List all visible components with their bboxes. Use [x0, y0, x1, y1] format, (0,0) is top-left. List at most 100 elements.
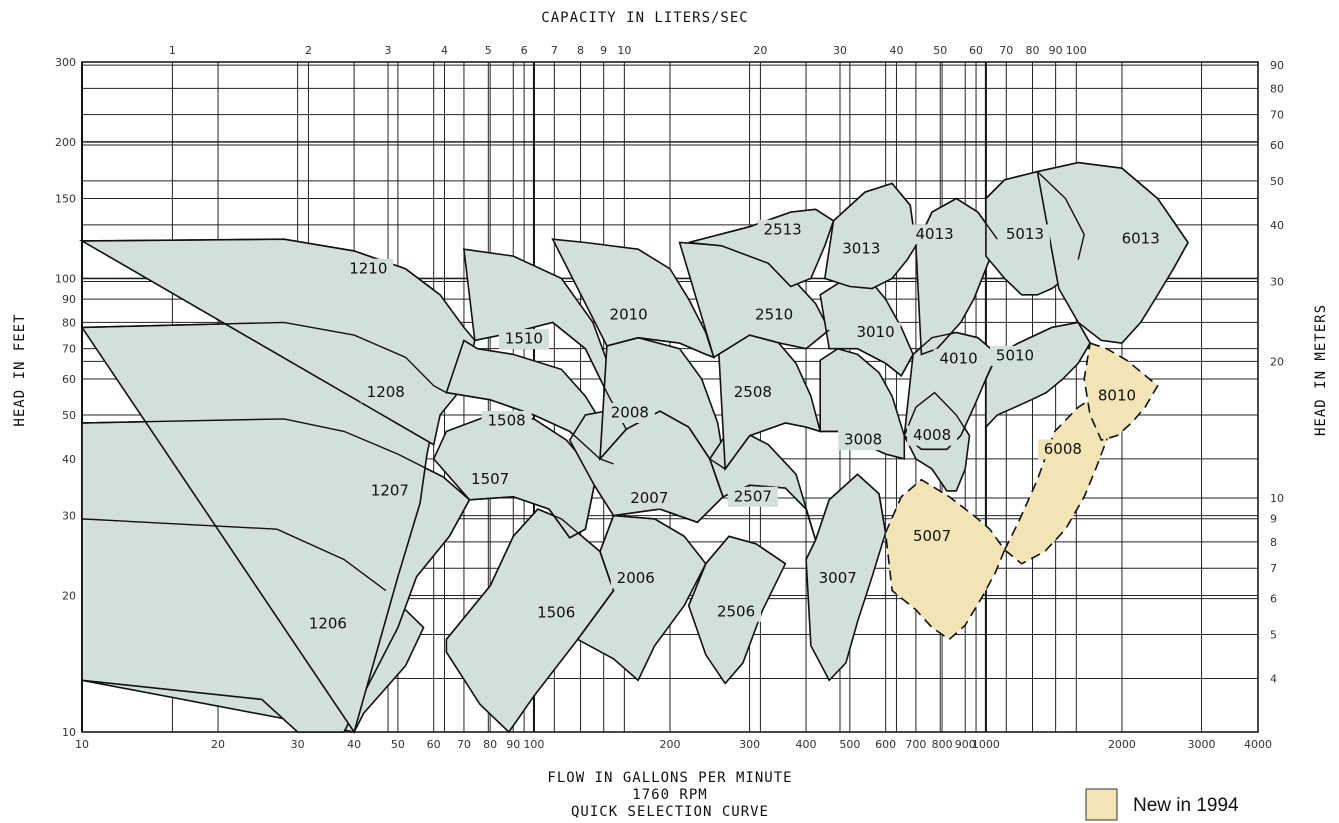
model-label-1208: 1208: [367, 383, 405, 401]
model-label-5013: 5013: [1006, 225, 1044, 243]
x-tick-label: 100: [523, 738, 544, 751]
y2-tick-label: 5: [1270, 628, 1277, 641]
label-bg-4008: [907, 425, 958, 446]
model-label-1506: 1506: [537, 603, 575, 621]
label-bg-2010: [603, 305, 654, 326]
x2-tick-label: 9: [600, 44, 607, 57]
x-tick-label: 200: [660, 738, 681, 751]
pump-curve-2006: [577, 514, 685, 640]
x-tick-label: 2000: [1108, 738, 1136, 751]
y2-tick-label: 9: [1270, 513, 1277, 526]
label-bg-1510: [498, 329, 549, 350]
y2-tick-label: 6: [1270, 593, 1277, 606]
x2-tick-label: 40: [889, 44, 903, 57]
label-bg-3010: [850, 322, 901, 343]
pump-curve-2010: [606, 332, 715, 359]
pump-curve-2007: [593, 458, 724, 524]
y-tick-label: 60: [62, 373, 76, 386]
label-bg-1207: [364, 480, 415, 501]
label-bg-1507: [465, 469, 516, 490]
label-bg-8010: [1091, 386, 1142, 407]
pump-curve-2506: [688, 535, 786, 606]
label-bg-1210: [343, 258, 394, 279]
x-tick-label: 1000: [972, 738, 1000, 751]
y-tick-label: 30: [62, 510, 76, 523]
y-tick-label: 40: [62, 453, 76, 466]
model-label-1508: 1508: [488, 411, 526, 429]
x-tick-label: 50: [391, 738, 405, 751]
model-label-2513: 2513: [764, 220, 802, 238]
y-tick-label: 80: [62, 316, 76, 329]
pump-curve-2508: [724, 422, 821, 470]
pump-curve-1508: [446, 391, 614, 465]
model-label-3013: 3013: [842, 240, 880, 258]
model-label-4008: 4008: [913, 426, 951, 444]
x-tick-label: 80: [483, 738, 497, 751]
y-tick-label: 70: [62, 343, 76, 356]
label-bg-2510: [749, 305, 800, 326]
model-label-3010: 3010: [856, 323, 894, 341]
model-label-4013: 4013: [916, 225, 954, 243]
x-tick-label: 10: [75, 738, 89, 751]
model-label-6008: 6008: [1044, 440, 1082, 458]
pump-curve-3013: [833, 182, 917, 246]
x2-tick-label: 80: [1026, 44, 1040, 57]
x2-tick-label: 30: [833, 44, 847, 57]
x-tick-label: 3000: [1188, 738, 1216, 751]
pump-curve-2510: [713, 329, 830, 358]
label-bg-4010: [933, 348, 984, 369]
label-bg-1508: [481, 410, 532, 431]
model-label-2510: 2510: [755, 306, 793, 324]
x2-tick-label: 2: [305, 44, 312, 57]
label-bg-1208: [360, 382, 411, 403]
label-bg-2006: [610, 568, 661, 589]
pump-curve-5013: [985, 170, 1085, 260]
x-tick-label: 500: [839, 738, 860, 751]
pump-curve-4013: [915, 197, 998, 247]
model-label-2508: 2508: [734, 383, 772, 401]
pump-curve-6013: [1037, 161, 1189, 270]
pump-region-5007: [884, 478, 1006, 641]
x2-tick-label: 20: [753, 44, 767, 57]
pump-curve-3007: [805, 473, 887, 560]
y2-tick-label: 90: [1270, 59, 1284, 72]
label-bg-4013: [909, 224, 960, 245]
x2-tick-label: 90: [1049, 44, 1063, 57]
y2-tick-label: 30: [1270, 276, 1284, 289]
label-bg-2508: [727, 382, 778, 403]
label-bg-2513: [757, 219, 808, 240]
x-tick-label: 90: [506, 738, 520, 751]
model-label-1206: 1206: [309, 615, 347, 633]
label-bg-2008: [604, 402, 655, 423]
y2-tick-label: 50: [1270, 175, 1284, 188]
model-label-2506: 2506: [717, 602, 755, 620]
model-label-1207: 1207: [371, 481, 409, 499]
x-tick-label: 300: [739, 738, 760, 751]
label-bg-2007: [624, 488, 675, 509]
pump-curve-1210: [81, 238, 441, 296]
model-label-3007: 3007: [819, 569, 857, 587]
model-label-3008: 3008: [844, 431, 882, 449]
x-tick-label: 30: [291, 738, 305, 751]
x-tick-label: 70: [457, 738, 471, 751]
label-bg-6008: [1037, 439, 1088, 460]
axis-ticks: 10 20 30 40 50 60 70 80 90 100 200 300 400 500 600 700 8…: [55, 44, 1284, 751]
legend: New in 1994: [1085, 788, 1239, 821]
y2-tick-label: 8: [1270, 536, 1277, 549]
pump-curve-2008: [599, 410, 726, 470]
chart-title: QUICK SELECTION CURVE: [571, 804, 769, 820]
chart-subtitle: 1760 RPM: [632, 787, 707, 803]
y2-tick-label: 10: [1270, 492, 1284, 505]
pump-curve-1208: [81, 321, 447, 394]
y2-tick-label: 60: [1270, 139, 1284, 152]
x-tick-label: 60: [427, 738, 441, 751]
label-bg-3008: [838, 430, 889, 451]
model-label-2010: 2010: [610, 306, 648, 324]
x-tick-label: 4000: [1244, 738, 1272, 751]
x2-tick-label: 5: [485, 44, 492, 57]
x2-tick-label: 8: [577, 44, 584, 57]
label-bg-2506: [711, 601, 762, 622]
model-label-2008: 2008: [611, 403, 649, 421]
y2-axis-title: HEAD IN METERS: [1313, 304, 1329, 436]
model-label-1210: 1210: [349, 259, 387, 277]
